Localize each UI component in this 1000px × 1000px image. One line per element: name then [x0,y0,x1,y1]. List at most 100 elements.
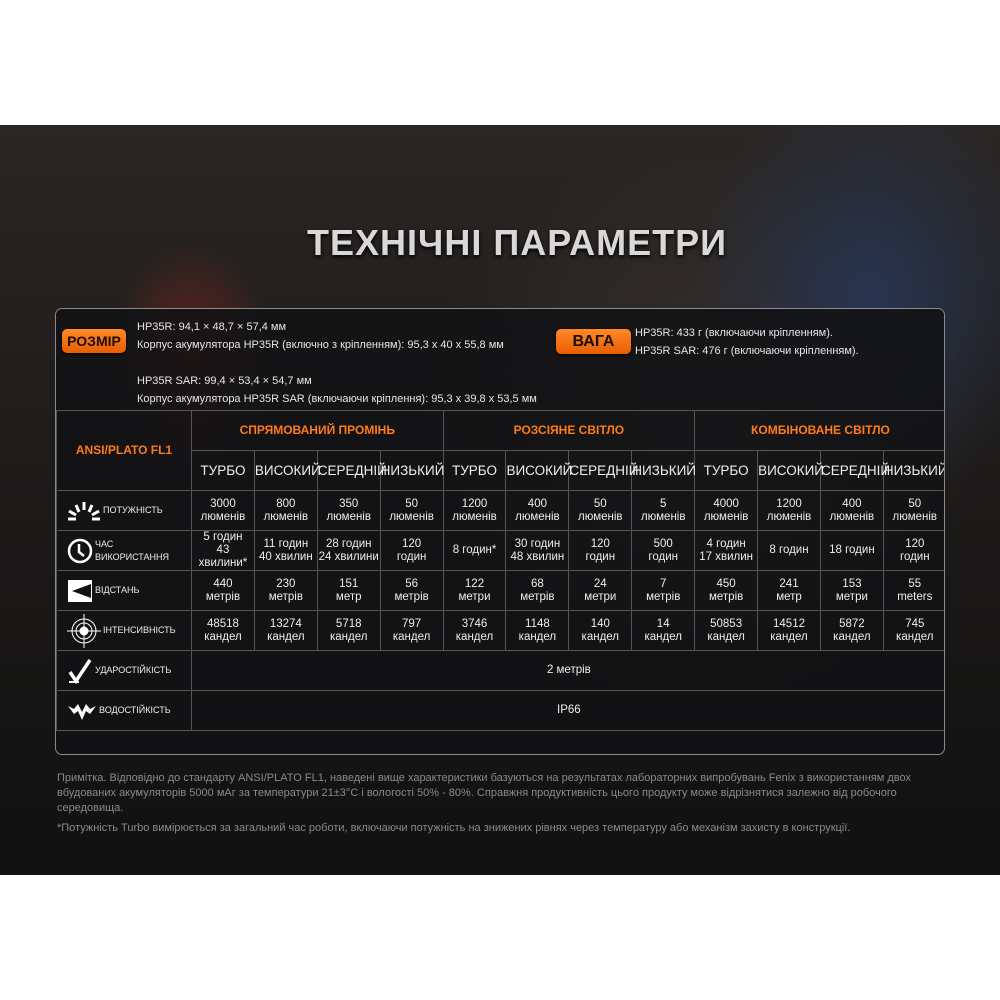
row-label: УДАРОСТІЙКІСТЬ [56,650,192,691]
table-cell-span: 2 метрів [191,650,944,691]
table-cell: 400 люменів [819,490,884,531]
specs-table: ANSI/PLATO FL1 СПРЯМОВАНИЙ ПРОМІНЬ РОЗСІЯН… [56,410,944,731]
table-cell: 745 кандел [882,610,944,651]
table-cell: 28 годин 24 хвилини [316,530,381,571]
table-cell: 4000 люменів [694,490,759,531]
table-cell: 18 годин [819,530,884,571]
group-header: РОЗСІЯНЕ СВІТЛО [442,410,696,451]
specs-panel: РОЗМІР HP35R: 94,1 × 48,7 × 57,4 мм Корп… [55,308,945,755]
beam-distance-icon [67,579,95,603]
group-header-row: ANSI/PLATO FL1 СПРЯМОВАНИЙ ПРОМІНЬ РОЗСІЯН… [56,410,944,491]
group-header: СПРЯМОВАНИЙ ПРОМІНЬ [191,410,444,451]
table-cell: 8 годин* [442,530,507,571]
table-cell: 5718 кандел [316,610,381,651]
table-cell: 50 люменів [568,490,633,531]
size-line: Корпус акумулятора HP35R SAR (включаючи … [137,393,537,405]
table-cell: 30 годин 48 хвилин [505,530,570,571]
table-cell: 450 метрів [694,570,759,611]
table-cell: 50 люменів [379,490,444,531]
table-cell: 1200 люменів [757,490,821,531]
row-label-text: ВІДСТАНЬ [95,585,140,595]
size-info: HP35R: 94,1 × 48,7 × 57,4 мм Корпус акум… [137,318,537,408]
size-line: Корпус акумулятора HP35R (включно з кріп… [137,339,504,351]
sunburst-icon [67,501,103,521]
table-cell: 122 метри [442,570,507,611]
table-cell: 120 годин [568,530,633,571]
weight-line: HP35R SAR: 476 г (включаючи кріпленням). [635,345,859,357]
table-cell: 140 кандел [568,610,633,651]
mode-header: ВИСОКИЙ [757,450,824,491]
table-cell: 800 люменів [253,490,318,531]
row-label: ПОТУЖНІСТЬ [56,490,192,531]
table-cell: 3746 кандел [442,610,507,651]
mode-header-row: ТУРБО ВИСОКИЙ СЕРЕДНІЙ НИЗЬКИЙ ТУРБО ВИСОКИЙ С… [57,450,944,491]
table-cell: 5872 кандел [819,610,884,651]
table-cell: 5 годин 43 хвилини* [191,530,255,571]
weight-badge: ВАГА [556,329,631,354]
standard-label: ANSI/PLATO FL1 [56,410,192,491]
clock-icon [67,538,95,564]
table-cell: 440 метрів [191,570,255,611]
table-cell: 797 кандел [379,610,444,651]
impact-icon [67,658,95,684]
table-cell: 68 метрів [505,570,570,611]
table-row: ВІДСТАНЬ 440 метрів 230 метрів 151 метр 56 метрі… [56,570,944,611]
table-cell: 11 годин 40 хвилин [253,530,318,571]
table-cell: 151 метр [316,570,381,611]
size-line: HP35R: 94,1 × 48,7 × 57,4 мм [137,321,287,333]
mode-header: ВИСОКИЙ [505,450,572,491]
table-cell: 5 люменів [631,490,696,531]
row-label-text: ВОДОСТІЙКІСТЬ [99,705,171,715]
table-cell: 4 годин 17 хвилин [694,530,759,571]
table-row: УДАРОСТІЙКІСТЬ 2 метрів [56,650,944,691]
table-cell: 50 люменів [882,490,944,531]
table-cell: 350 люменів [316,490,381,531]
water-icon [67,702,99,720]
table-cell: 7 метрів [631,570,696,611]
table-cell: 55 meters [882,570,944,611]
table-cell: 120 годин [882,530,944,571]
weight-line: HP35R: 433 г (включаючи кріпленням). [635,327,833,339]
size-badge: РОЗМІР [62,329,126,353]
row-label: ВІДСТАНЬ [56,570,192,611]
row-label: ВОДОСТІЙКІСТЬ [56,690,192,731]
row-label-text: ІНТЕНСИВНІСТЬ [103,625,176,635]
row-label-text: УДАРОСТІЙКІСТЬ [95,665,172,675]
table-cell: 1148 кандел [505,610,570,651]
table-cell: 241 метр [757,570,821,611]
mode-header: НИЗЬКИЙ [379,450,444,491]
table-cell: 56 метрів [379,570,444,611]
table-cell: 14 кандел [631,610,696,651]
note-text: Примітка. Відповідно до стандарту ANSI/P… [57,772,912,814]
mode-header: СЕРЕДНІЙ [568,450,638,491]
table-cell: 400 люменів [505,490,570,531]
table-cell: 24 метри [568,570,633,611]
table-cell: 230 метрів [253,570,318,611]
table-cell: 120 годин [379,530,444,571]
mode-header: СЕРЕДНІЙ [316,450,387,491]
row-label-text: ЧАС ВИКОРИСТАННЯ [95,538,169,562]
mode-header: ТУРБО [442,450,507,491]
table-row: ПОТУЖНІСТЬ 3000 люменів 800 люменів 350 люмені… [56,490,944,531]
table-cell: 153 метри [819,570,884,611]
footnote-text: *Потужність Turbo вимірюється за загальн… [57,822,851,834]
table-cell: 1200 люменів [442,490,507,531]
group-header: КОМБІНОВАНЕ СВІТЛО [694,410,944,451]
mode-header: ТУРБО [191,450,255,491]
table-cell: 3000 люменів [191,490,255,531]
table-cell: 8 годин [757,530,821,571]
table-cell-span: IP66 [191,690,944,731]
mode-header: НИЗЬКИЙ [882,450,944,491]
size-line: HP35R SAR: 99,4 × 53,4 × 54,7 мм [137,375,312,387]
mode-header: СЕРЕДНІЙ [819,450,890,491]
row-label: ІНТЕНСИВНІСТЬ [56,610,192,651]
table-row: ІНТЕНСИВНІСТЬ 48518 кандел 13274 кандел 5718 к… [56,610,944,651]
page-title: ТЕХНІЧНІ ПАРАМЕТРИ [307,222,727,263]
table-cell: 14512 кандел [757,610,821,651]
table-cell: 13274 кандел [253,610,318,651]
weight-info: HP35R: 433 г (включаючи кріпленням). HP3… [635,324,859,360]
table-row: ЧАС ВИКОРИСТАННЯ 5 годин 43 хвилини* 11 годи… [56,530,944,571]
table-row: ВОДОСТІЙКІСТЬ IP66 [56,690,944,731]
table-cell: 48518 кандел [191,610,255,651]
mode-header: ТУРБО [694,450,759,491]
